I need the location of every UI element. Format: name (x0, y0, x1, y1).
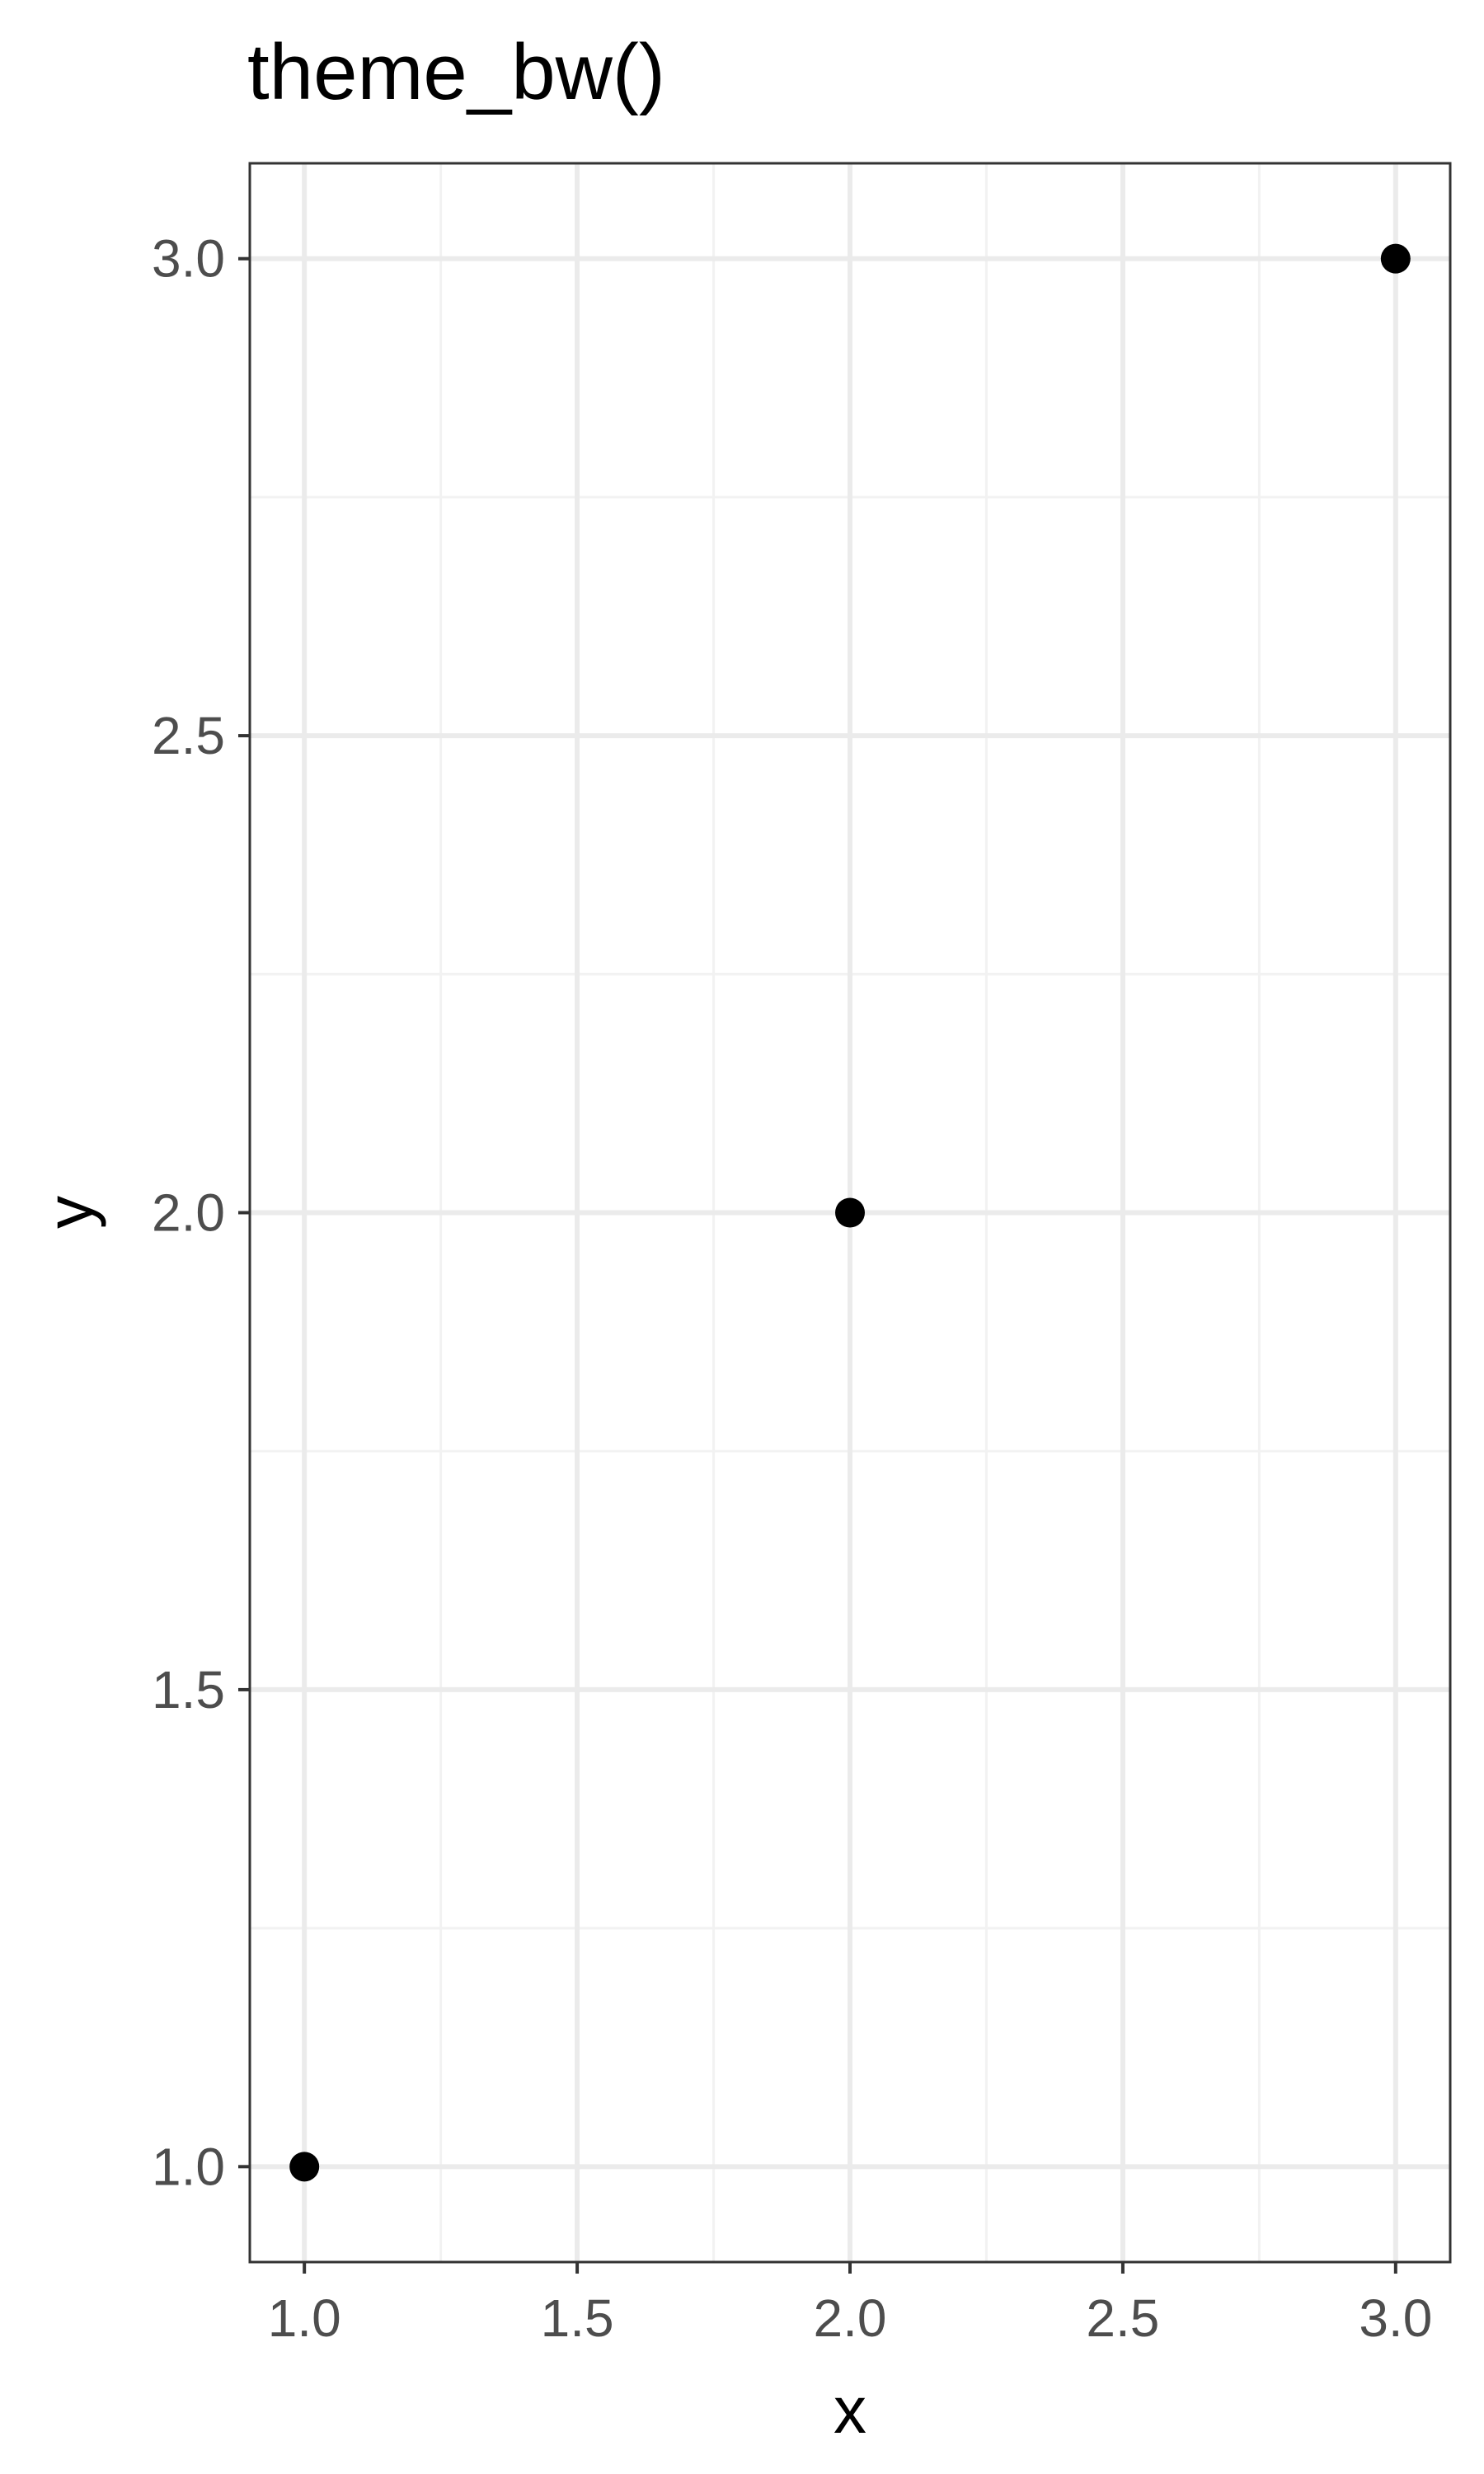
data-point (1380, 243, 1411, 274)
y-tick-label: 1.0 (152, 2137, 225, 2196)
y-axis-title: y (33, 1196, 106, 1229)
data-point (289, 2152, 320, 2182)
y-tick-label: 1.5 (152, 1660, 225, 1719)
chart-title: theme_bw() (247, 28, 665, 116)
y-tick-label: 2.0 (152, 1183, 225, 1243)
x-axis: 1.0 1.5 2.0 2.5 3.0 (268, 2262, 1432, 2348)
data-point (835, 1197, 865, 1228)
x-tick-label: 3.0 (1359, 2288, 1432, 2348)
data-points (289, 243, 1411, 2182)
x-tick-label: 2.5 (1086, 2288, 1159, 2348)
y-tick-label: 2.5 (152, 706, 225, 765)
y-axis: 1.0 1.5 2.0 2.5 3.0 (152, 229, 250, 2196)
x-tick-label: 2.0 (814, 2288, 887, 2348)
x-axis-title: x (834, 2373, 866, 2447)
x-tick-label: 1.0 (268, 2288, 341, 2348)
y-tick-label: 3.0 (152, 229, 225, 289)
plot-panel (248, 162, 1452, 2264)
x-tick-label: 1.5 (541, 2288, 614, 2348)
